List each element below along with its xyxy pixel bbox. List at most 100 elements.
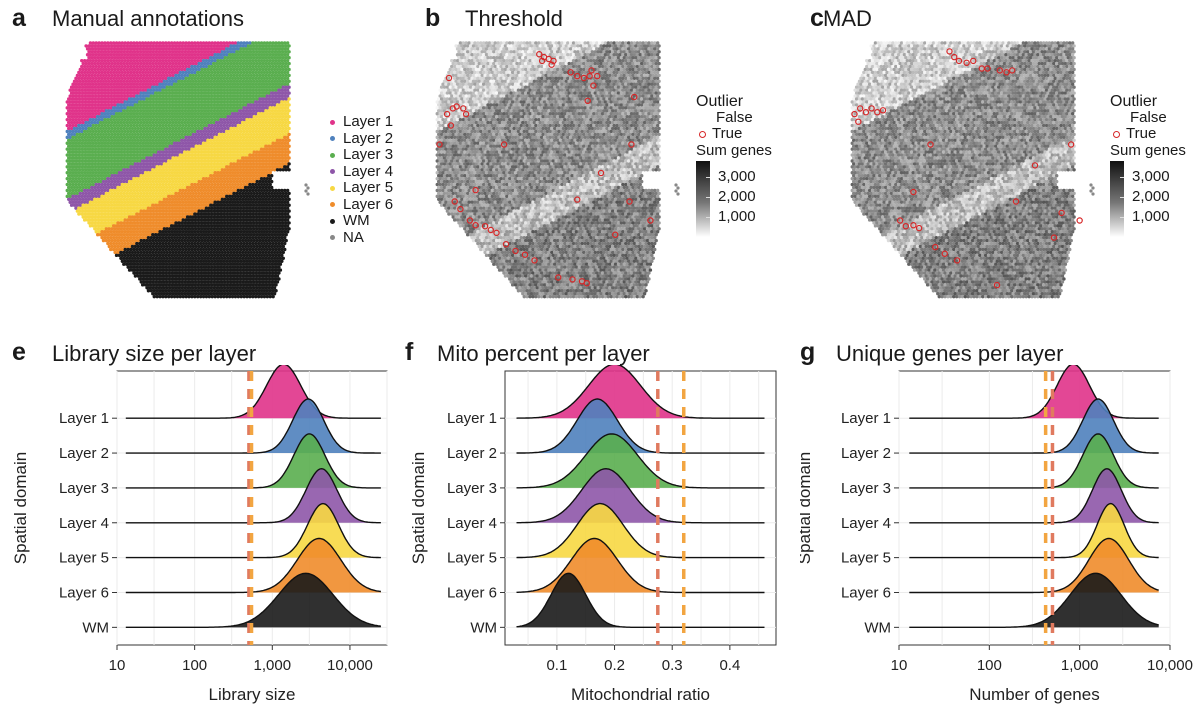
- spot: [267, 233, 271, 237]
- spot: [120, 58, 125, 63]
- spot: [278, 73, 283, 78]
- spot: [119, 91, 123, 95]
- spot: [193, 230, 197, 234]
- spot: [258, 120, 262, 125]
- spot: [251, 53, 255, 57]
- spot: [113, 79, 117, 83]
- spot: [69, 91, 74, 95]
- spot: [270, 67, 274, 72]
- spot: [171, 144, 175, 148]
- spot: [213, 153, 217, 157]
- spot: [116, 50, 120, 54]
- spot: [271, 58, 275, 63]
- spot: [78, 191, 83, 196]
- spot: [196, 171, 200, 175]
- spot: [162, 191, 167, 196]
- spot: [225, 123, 229, 128]
- spot: [130, 156, 135, 160]
- spot: [133, 168, 138, 172]
- spot: [223, 120, 227, 125]
- spot: [275, 215, 280, 219]
- spot: [132, 82, 136, 86]
- spot: [136, 109, 140, 113]
- spot: [81, 185, 85, 190]
- spot: [184, 64, 188, 69]
- spot: [191, 115, 196, 119]
- spot: [69, 168, 74, 172]
- spot: [255, 132, 259, 137]
- spot: [156, 174, 161, 178]
- spot: [117, 70, 122, 75]
- spot: [236, 230, 241, 234]
- spot: [165, 132, 169, 137]
- spot: [275, 156, 280, 160]
- spot: [151, 73, 155, 78]
- spot: [262, 147, 267, 151]
- spot: [151, 179, 155, 184]
- spot: [261, 91, 265, 95]
- spot: [110, 191, 114, 196]
- spot: [204, 123, 209, 128]
- spot: [265, 147, 270, 151]
- spot: [104, 174, 109, 178]
- spot: [75, 203, 80, 207]
- spot: [123, 123, 127, 128]
- spot: [174, 185, 178, 190]
- spot: [132, 100, 136, 104]
- spot: [264, 227, 268, 231]
- spot: [67, 126, 71, 131]
- spot: [259, 176, 264, 181]
- spot: [129, 64, 133, 69]
- spot: [226, 191, 230, 196]
- spot: [132, 58, 136, 63]
- spot: [116, 221, 120, 225]
- spot: [242, 53, 246, 57]
- spot: [188, 61, 193, 66]
- spot: [251, 117, 255, 122]
- spot: [235, 168, 239, 172]
- spot: [78, 103, 83, 107]
- spot: [107, 61, 112, 66]
- spot: [200, 191, 204, 196]
- spot: [84, 203, 88, 207]
- spot: [145, 168, 149, 172]
- spot: [117, 153, 122, 157]
- spot: [178, 147, 183, 151]
- spot: [120, 141, 125, 145]
- spot: [209, 103, 213, 107]
- spot: [174, 61, 178, 66]
- spot: [255, 120, 259, 125]
- spot: [275, 221, 280, 225]
- spot: [120, 206, 125, 210]
- spot: [214, 197, 219, 201]
- spot: [119, 61, 123, 66]
- spot: [113, 85, 117, 89]
- spot: [191, 191, 196, 196]
- spot: [274, 218, 278, 222]
- spot: [220, 215, 225, 219]
- spot: [168, 50, 172, 54]
- spot: [232, 132, 236, 137]
- spot: [254, 147, 258, 151]
- spot: [239, 135, 243, 140]
- spot: [149, 64, 154, 69]
- spot: [98, 103, 103, 107]
- spot: [149, 218, 154, 222]
- spot: [278, 168, 283, 172]
- spot: [113, 179, 117, 184]
- spot: [154, 203, 158, 207]
- spot: [225, 159, 229, 163]
- spot: [183, 221, 187, 225]
- spot: [227, 64, 232, 69]
- spot: [194, 97, 198, 101]
- spot: [264, 185, 268, 190]
- spot: [277, 76, 281, 81]
- spot: [91, 212, 96, 216]
- spot: [132, 41, 136, 45]
- spot: [242, 218, 246, 222]
- spot: [127, 61, 132, 66]
- spot: [87, 150, 91, 154]
- spot: [106, 47, 110, 51]
- spot: [262, 176, 267, 181]
- spot: [171, 174, 175, 178]
